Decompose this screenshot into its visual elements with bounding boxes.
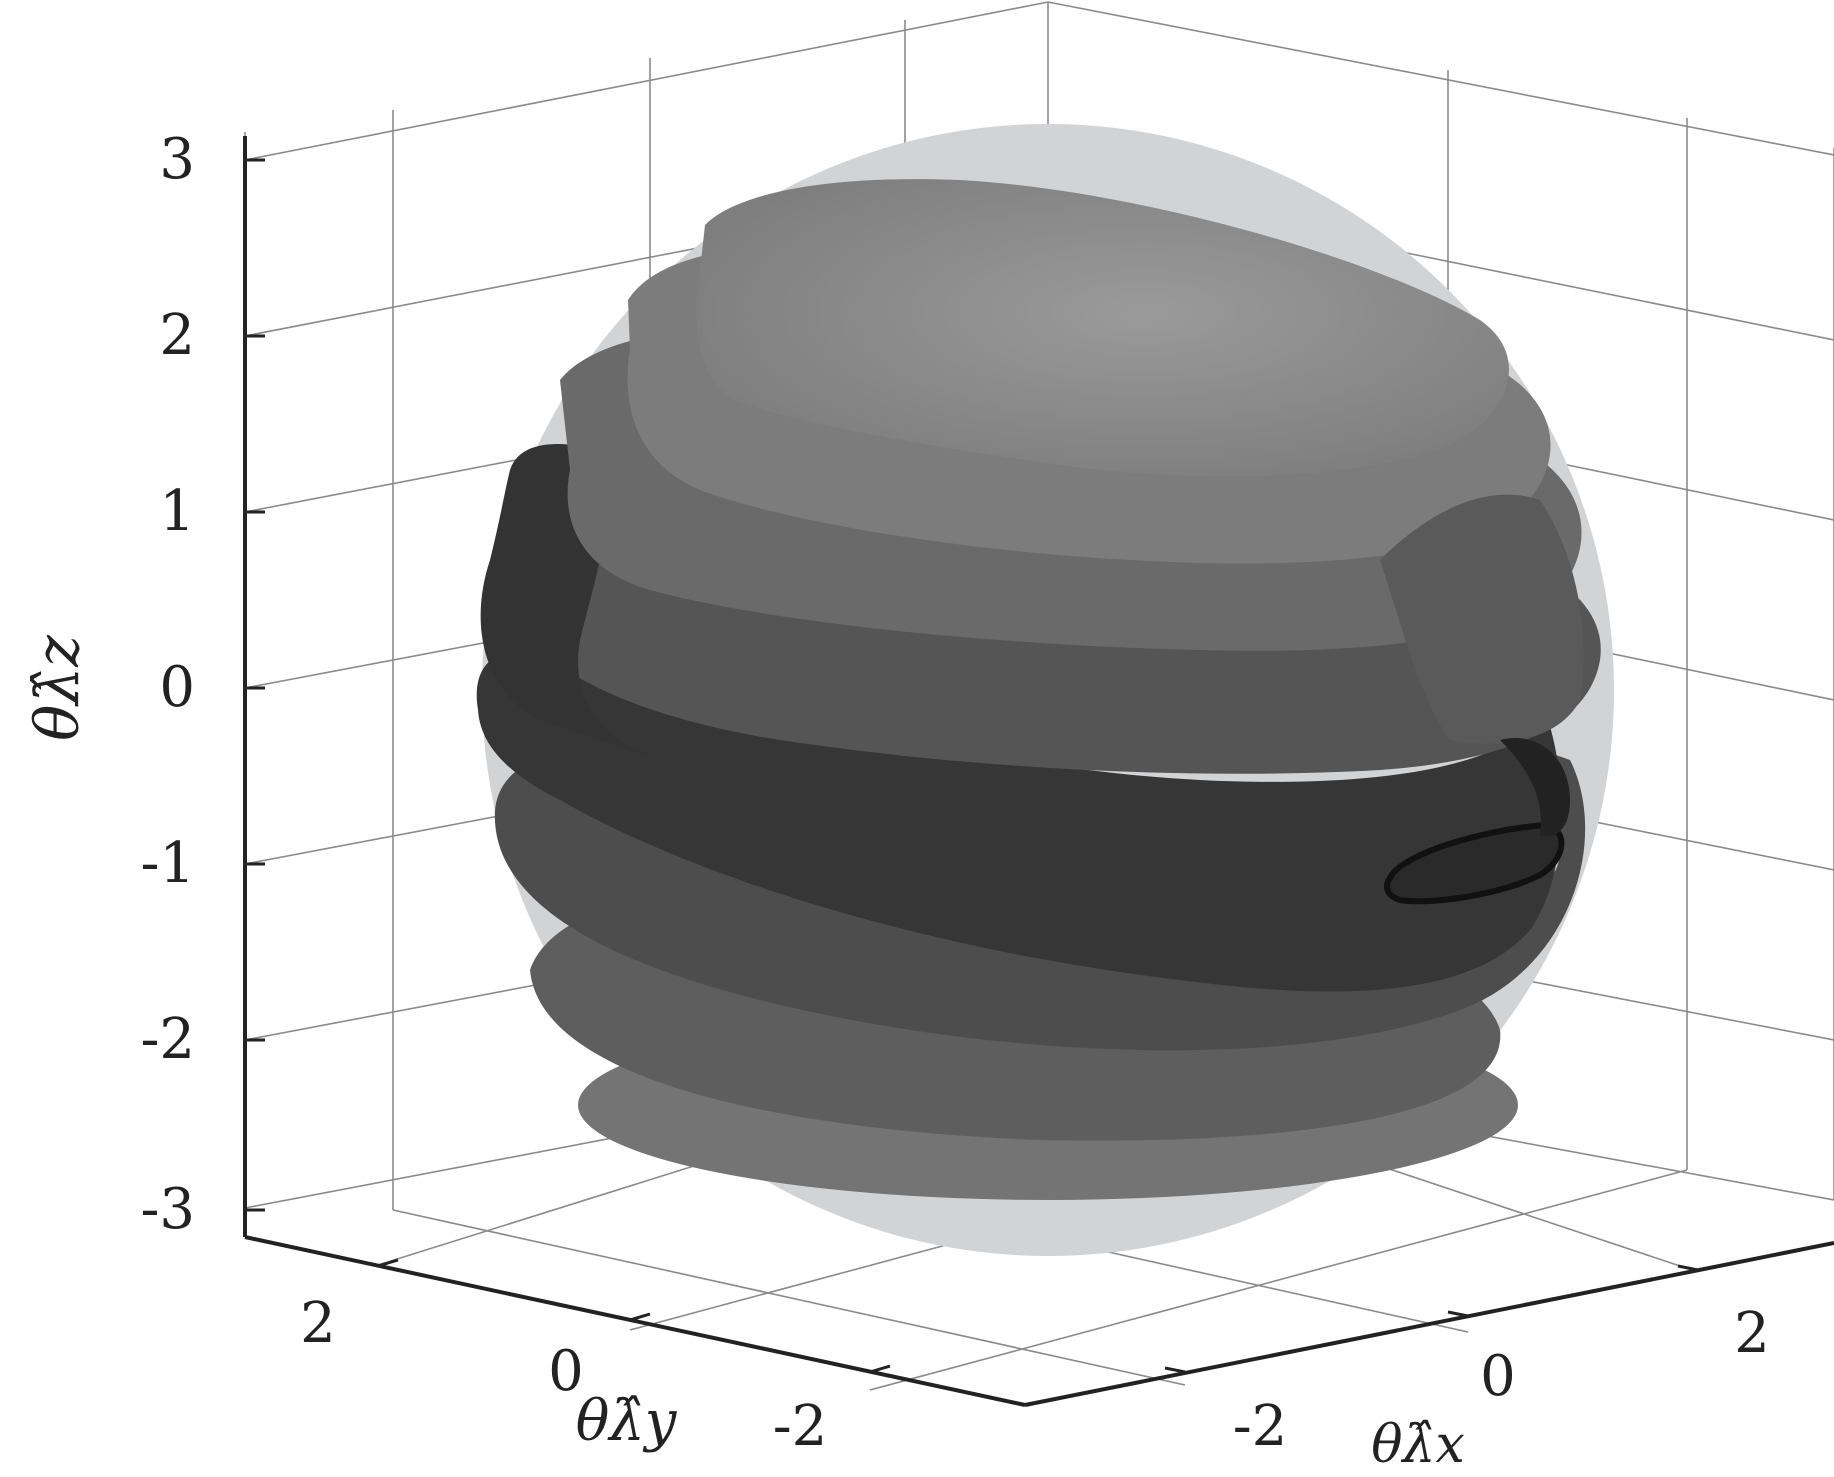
band-right-loop <box>1500 738 1570 837</box>
x-axis-line <box>1024 1241 1834 1407</box>
x-tick-labels: -2 0 2 <box>1233 1301 1770 1459</box>
y-axis-label: θλ̂y <box>576 1389 678 1454</box>
z-tick-label: 3 <box>159 127 195 192</box>
z-tick-label: 1 <box>159 479 195 544</box>
z-tick-label: -3 <box>140 1177 195 1242</box>
band-right-curl <box>1380 494 1584 744</box>
y-tick-label: -2 <box>773 1394 828 1459</box>
y-tick-label: 2 <box>300 1291 336 1356</box>
trajectory-bands <box>476 179 1601 1200</box>
x-tick-label: -2 <box>1233 1394 1288 1459</box>
z-ticks <box>245 158 265 1212</box>
z-tick-label: 0 <box>159 655 195 720</box>
band-dark-upper <box>480 444 660 760</box>
z-tick-label: -2 <box>140 1007 195 1072</box>
z-tick-label: 2 <box>159 303 195 368</box>
x-tick-label: 0 <box>1480 1344 1516 1409</box>
z-axis-label: θλ̂z <box>23 635 93 741</box>
x-axis-label: θλ̂x <box>1371 1415 1465 1475</box>
z-tick-labels: 3 2 1 0 -1 -2 -3 <box>140 127 195 1242</box>
band-right-ring <box>1384 821 1565 905</box>
x-ticks <box>1164 1264 1699 1374</box>
z-tick-label: -1 <box>140 831 195 896</box>
x-tick-label: 2 <box>1734 1301 1770 1366</box>
y-axis-line <box>244 1235 1026 1407</box>
y-tick-label: 0 <box>548 1339 584 1404</box>
y-tick-labels: 2 0 -2 <box>300 1291 827 1459</box>
band-top-1 <box>696 179 1509 477</box>
y-ticks <box>377 1258 891 1374</box>
